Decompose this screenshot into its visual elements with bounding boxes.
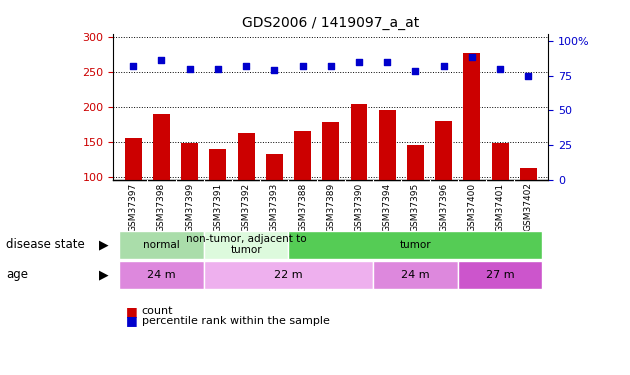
Text: GSM37396: GSM37396 [439, 183, 448, 232]
Point [524, 72, 534, 78]
Text: GSM37393: GSM37393 [270, 183, 279, 232]
Text: GSM37389: GSM37389 [326, 183, 335, 232]
Text: GSM37397: GSM37397 [129, 183, 138, 232]
Bar [435, 121, 452, 180]
Bar [266, 154, 283, 180]
Point [382, 58, 392, 64]
Bar [203, 231, 289, 259]
Text: GSM37402: GSM37402 [524, 183, 533, 231]
Point [354, 58, 364, 64]
Bar [464, 53, 480, 180]
Bar [379, 110, 396, 180]
Bar [407, 145, 424, 180]
Title: GDS2006 / 1419097_a_at: GDS2006 / 1419097_a_at [242, 16, 420, 30]
Point [185, 66, 195, 72]
Bar [289, 231, 542, 259]
Text: normal: normal [143, 240, 180, 250]
Point [326, 63, 336, 69]
Point [495, 66, 505, 72]
Bar [458, 261, 542, 289]
Bar [125, 138, 142, 180]
Point [410, 68, 420, 74]
Text: ■: ■ [126, 314, 138, 327]
Text: GSM37392: GSM37392 [241, 183, 251, 231]
Point [297, 63, 307, 69]
Text: 22 m: 22 m [274, 270, 303, 280]
Text: disease state: disease state [6, 238, 85, 251]
Bar [373, 261, 458, 289]
Text: GSM37400: GSM37400 [467, 183, 476, 231]
Point [269, 67, 279, 73]
Text: 27 m: 27 m [486, 270, 515, 280]
Text: tumor: tumor [399, 240, 432, 250]
Bar [294, 131, 311, 180]
Bar [238, 134, 255, 180]
Text: GSM37399: GSM37399 [185, 183, 194, 232]
Text: count: count [142, 306, 173, 316]
Text: percentile rank within the sample: percentile rank within the sample [142, 316, 329, 326]
Text: 24 m: 24 m [401, 270, 430, 280]
Text: ▶: ▶ [99, 238, 109, 251]
Text: GSM37394: GSM37394 [382, 183, 392, 231]
Point [241, 63, 251, 69]
Text: GSM37401: GSM37401 [496, 183, 505, 231]
Bar [203, 261, 373, 289]
Bar [119, 261, 203, 289]
Bar [491, 143, 508, 180]
Point [128, 63, 138, 69]
Bar [153, 114, 170, 180]
Point [438, 63, 449, 69]
Text: ▶: ▶ [99, 268, 109, 281]
Bar [209, 148, 226, 180]
Text: GSM37398: GSM37398 [157, 183, 166, 232]
Text: non-tumor, adjacent to
tumor: non-tumor, adjacent to tumor [186, 234, 306, 255]
Bar [350, 104, 367, 180]
Bar [119, 231, 203, 259]
Text: GSM37391: GSM37391 [214, 183, 222, 232]
Bar [520, 168, 537, 180]
Text: ■: ■ [126, 305, 138, 318]
Point [213, 66, 223, 72]
Point [156, 57, 166, 63]
Bar [323, 122, 339, 180]
Text: GSM37388: GSM37388 [298, 183, 307, 232]
Point [467, 54, 477, 60]
Bar [181, 143, 198, 180]
Text: 24 m: 24 m [147, 270, 176, 280]
Text: GSM37395: GSM37395 [411, 183, 420, 232]
Text: age: age [6, 268, 28, 281]
Text: GSM37390: GSM37390 [355, 183, 364, 232]
